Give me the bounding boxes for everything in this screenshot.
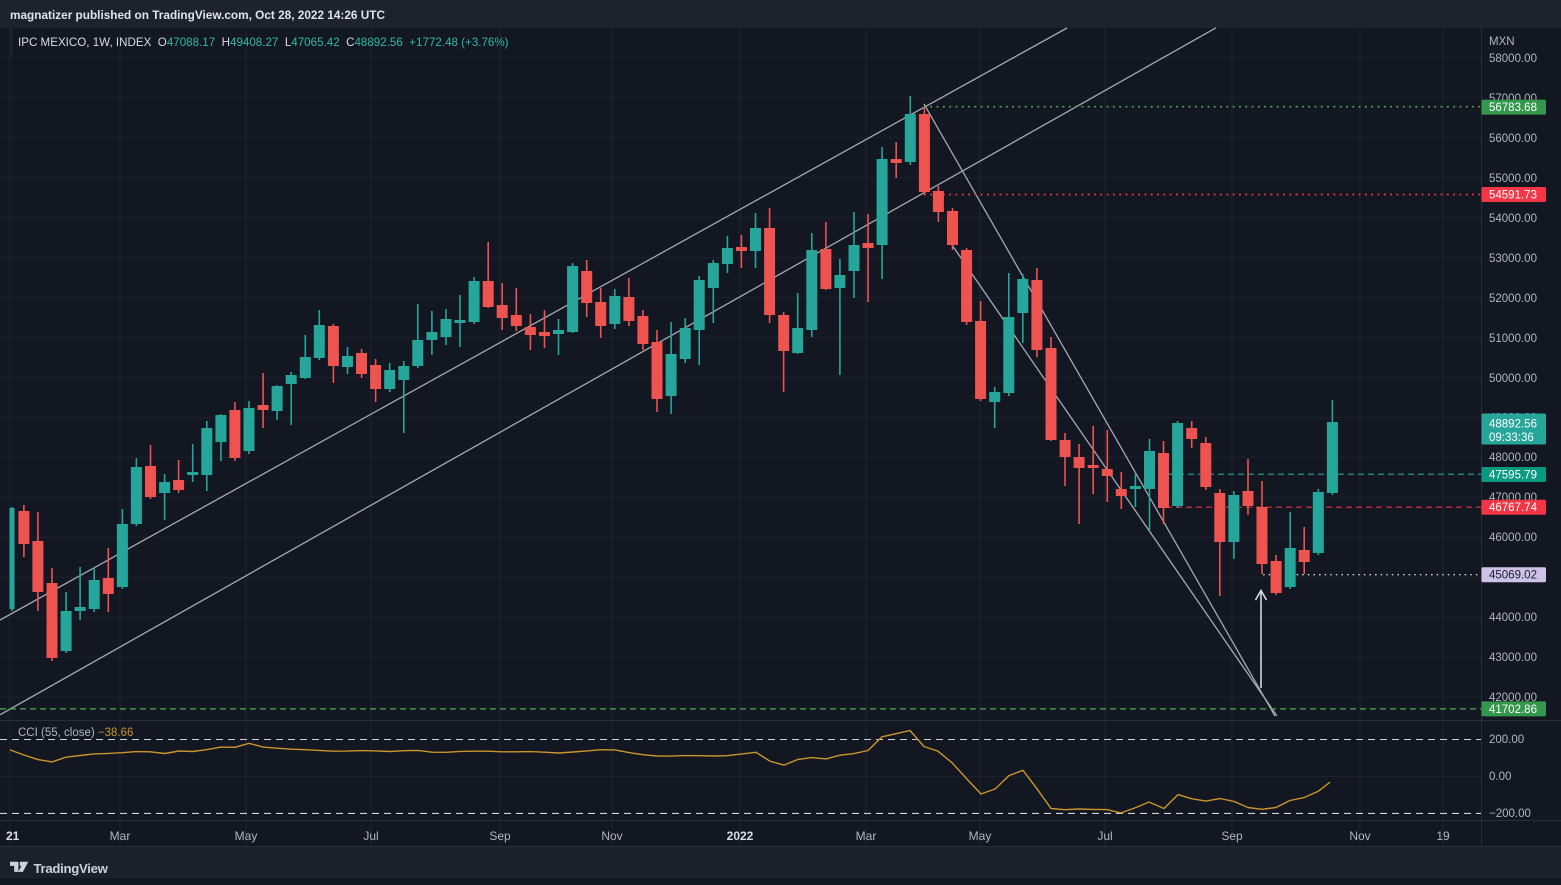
svg-text:47595.79: 47595.79 [1489,470,1537,482]
svg-text:56783.68: 56783.68 [1489,102,1537,114]
svg-text:46767.74: 46767.74 [1489,502,1538,514]
svg-text:41702.86: 41702.86 [1489,704,1537,716]
svg-text:56000.00: 56000.00 [1489,133,1537,145]
svg-text:200.00: 200.00 [1489,734,1524,746]
svg-text:19: 19 [1436,829,1450,843]
svg-text:Mar: Mar [110,829,131,843]
svg-text:May: May [235,829,258,843]
svg-text:54000.00: 54000.00 [1489,213,1537,225]
svg-text:CCI (55, close) −38.66: CCI (55, close) −38.66 [18,727,133,739]
svg-text:May: May [969,829,992,843]
svg-text:TradingView: TradingView [34,861,109,876]
svg-text:2022: 2022 [727,829,754,843]
svg-text:42000.00: 42000.00 [1489,692,1537,704]
svg-text:45069.02: 45069.02 [1489,570,1537,582]
svg-text:46000.00: 46000.00 [1489,532,1537,544]
svg-text:55000.00: 55000.00 [1489,173,1537,185]
svg-text:Jul: Jul [363,829,378,843]
svg-text:−200.00: −200.00 [1489,808,1531,820]
svg-text:Jul: Jul [1097,829,1112,843]
svg-text:21: 21 [6,829,20,843]
svg-text:48892.56: 48892.56 [1489,419,1537,431]
svg-text:0.00: 0.00 [1489,771,1511,783]
svg-text:51000.00: 51000.00 [1489,333,1537,345]
svg-text:Nov: Nov [1349,829,1370,843]
svg-text:53000.00: 53000.00 [1489,253,1537,265]
svg-text:Mar: Mar [856,829,877,843]
svg-text:54591.73: 54591.73 [1489,190,1537,202]
svg-text:58000.00: 58000.00 [1489,53,1537,65]
svg-text:magnatizer published on Tradin: magnatizer published on TradingView.com,… [10,8,385,22]
svg-text:52000.00: 52000.00 [1489,293,1537,305]
svg-text:44000.00: 44000.00 [1489,612,1537,624]
svg-text:50000.00: 50000.00 [1489,373,1537,385]
svg-text:Sep: Sep [1221,829,1243,843]
svg-text:09:33:36: 09:33:36 [1489,432,1534,444]
svg-text:Sep: Sep [489,829,511,843]
svg-text:IPC MEXICO, 1W, INDEX O47088.: IPC MEXICO, 1W, INDEX O47088.17 H49408.2… [18,36,509,49]
svg-text:43000.00: 43000.00 [1489,652,1537,664]
svg-text:MXN: MXN [1489,36,1515,48]
svg-text:48000.00: 48000.00 [1489,452,1537,464]
svg-text:Nov: Nov [601,829,622,843]
